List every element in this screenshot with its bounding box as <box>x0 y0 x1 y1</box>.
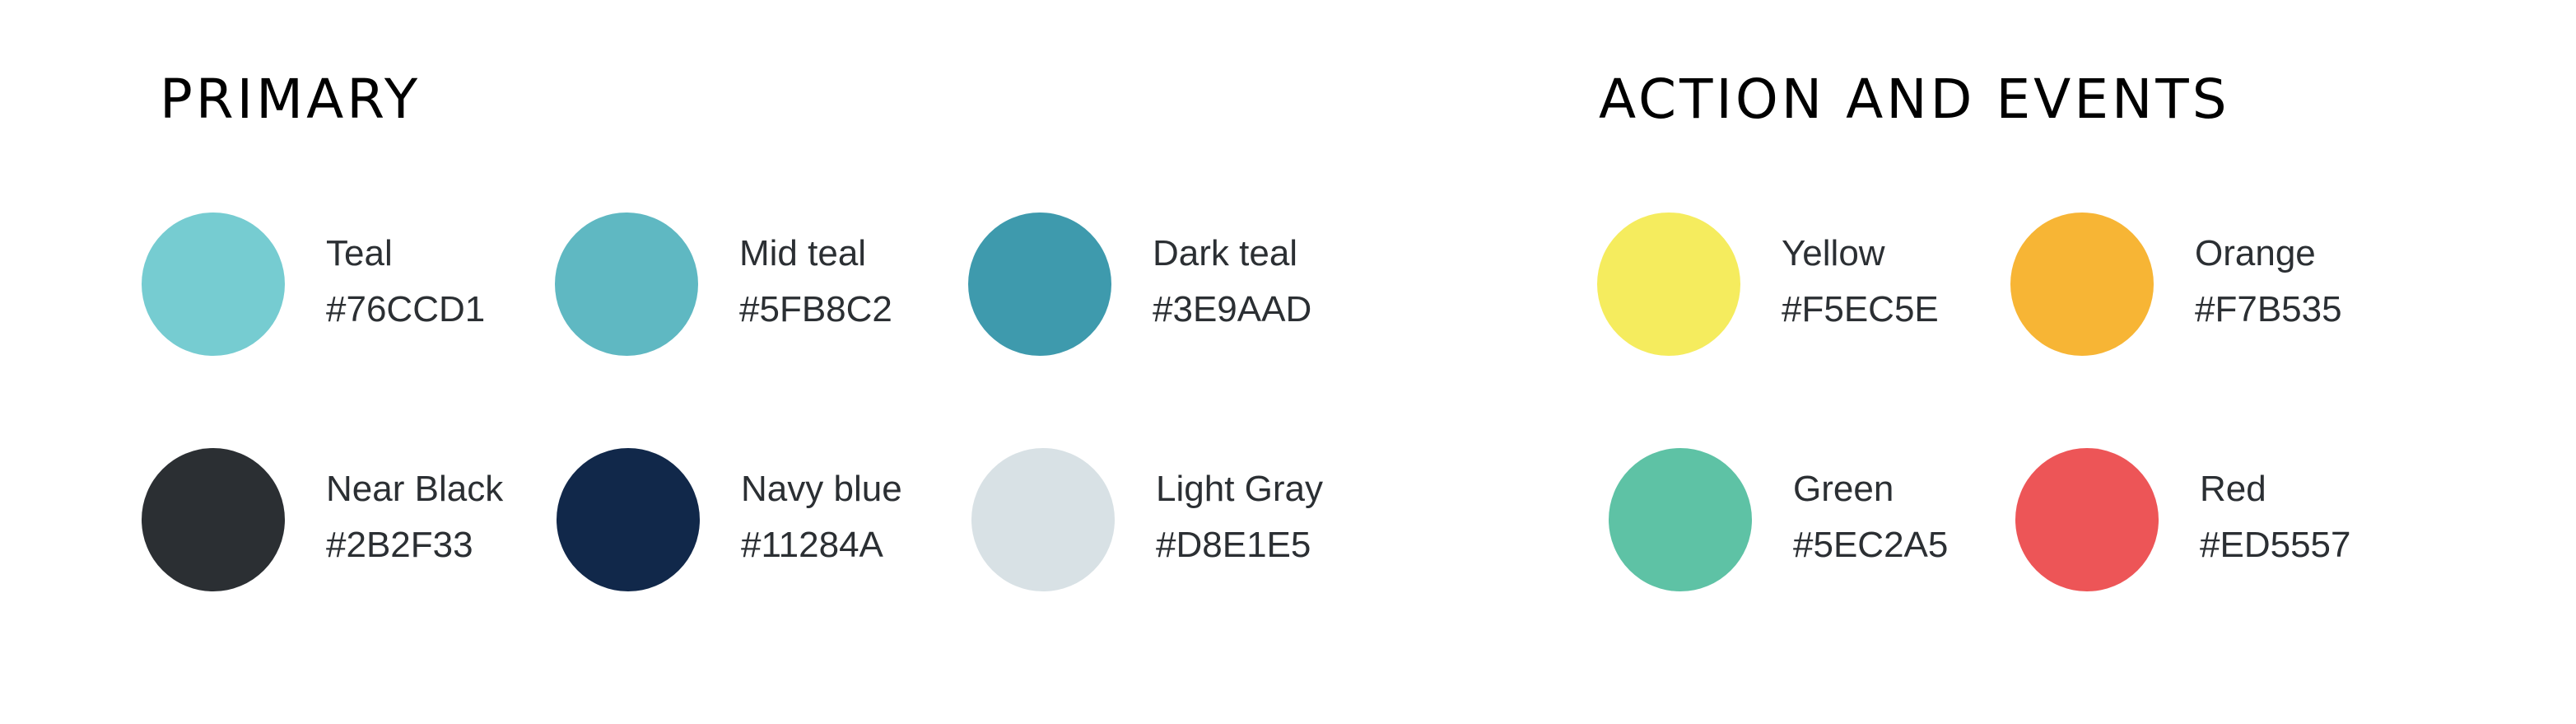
swatch-mid-teal: Mid teal #5FB8C2 <box>555 213 1016 361</box>
swatch-light-gray: Light Gray #D8E1E5 <box>971 448 1432 596</box>
color-name: Navy blue <box>741 469 902 509</box>
color-circle <box>142 213 285 356</box>
color-hex: #76CCD1 <box>326 289 486 329</box>
color-name: Orange <box>2195 233 2316 273</box>
swatch-yellow: Yellow #F5EC5E <box>1597 213 2058 361</box>
color-hex: #F5EC5E <box>1782 289 1939 329</box>
swatch-orange: Orange #F7B535 <box>2010 213 2471 361</box>
action-events-section: ACTION AND EVENTS Yellow #F5EC5E Orange … <box>1597 0 2576 724</box>
color-name: Light Gray <box>1156 469 1323 509</box>
color-hex: #5FB8C2 <box>739 289 892 329</box>
color-circle <box>1609 448 1752 591</box>
color-name: Green <box>1793 469 1894 509</box>
color-name: Red <box>2200 469 2266 509</box>
color-hex: #11284A <box>741 525 883 565</box>
color-name: Near Black <box>326 469 504 509</box>
swatch-navy-blue: Navy blue #11284A <box>557 448 1018 596</box>
color-circle <box>555 213 698 356</box>
color-circle <box>968 213 1111 356</box>
color-circle <box>2010 213 2154 356</box>
color-hex: #ED5557 <box>2200 525 2351 565</box>
color-circle <box>971 448 1115 591</box>
color-hex: #5EC2A5 <box>1793 525 1949 565</box>
action-events-heading: ACTION AND EVENTS <box>1599 68 2230 131</box>
color-hex: #F7B535 <box>2195 289 2342 329</box>
swatch-red: Red #ED5557 <box>2015 448 2476 596</box>
swatch-near-black: Near Black #2B2F33 <box>142 448 603 596</box>
color-name: Mid teal <box>739 233 867 273</box>
color-circle <box>142 448 285 591</box>
primary-section: PRIMARY Teal #76CCD1 Mid teal #5FB8C2 Da… <box>142 68 1432 596</box>
color-hex: #2B2F33 <box>326 525 473 565</box>
color-name: Yellow <box>1782 233 1885 273</box>
swatch-dark-teal: Dark teal #3E9AAD <box>968 213 1429 361</box>
color-hex: #D8E1E5 <box>1156 525 1311 565</box>
swatch-teal: Teal #76CCD1 <box>142 213 603 361</box>
color-name: Teal <box>326 233 393 273</box>
color-circle <box>2015 448 2159 591</box>
color-hex: #3E9AAD <box>1153 289 1312 329</box>
color-name: Dark teal <box>1153 233 1298 273</box>
primary-heading: PRIMARY <box>160 68 422 131</box>
color-circle <box>1597 213 1740 356</box>
color-circle <box>557 448 700 591</box>
swatch-green: Green #5EC2A5 <box>1609 448 2070 596</box>
